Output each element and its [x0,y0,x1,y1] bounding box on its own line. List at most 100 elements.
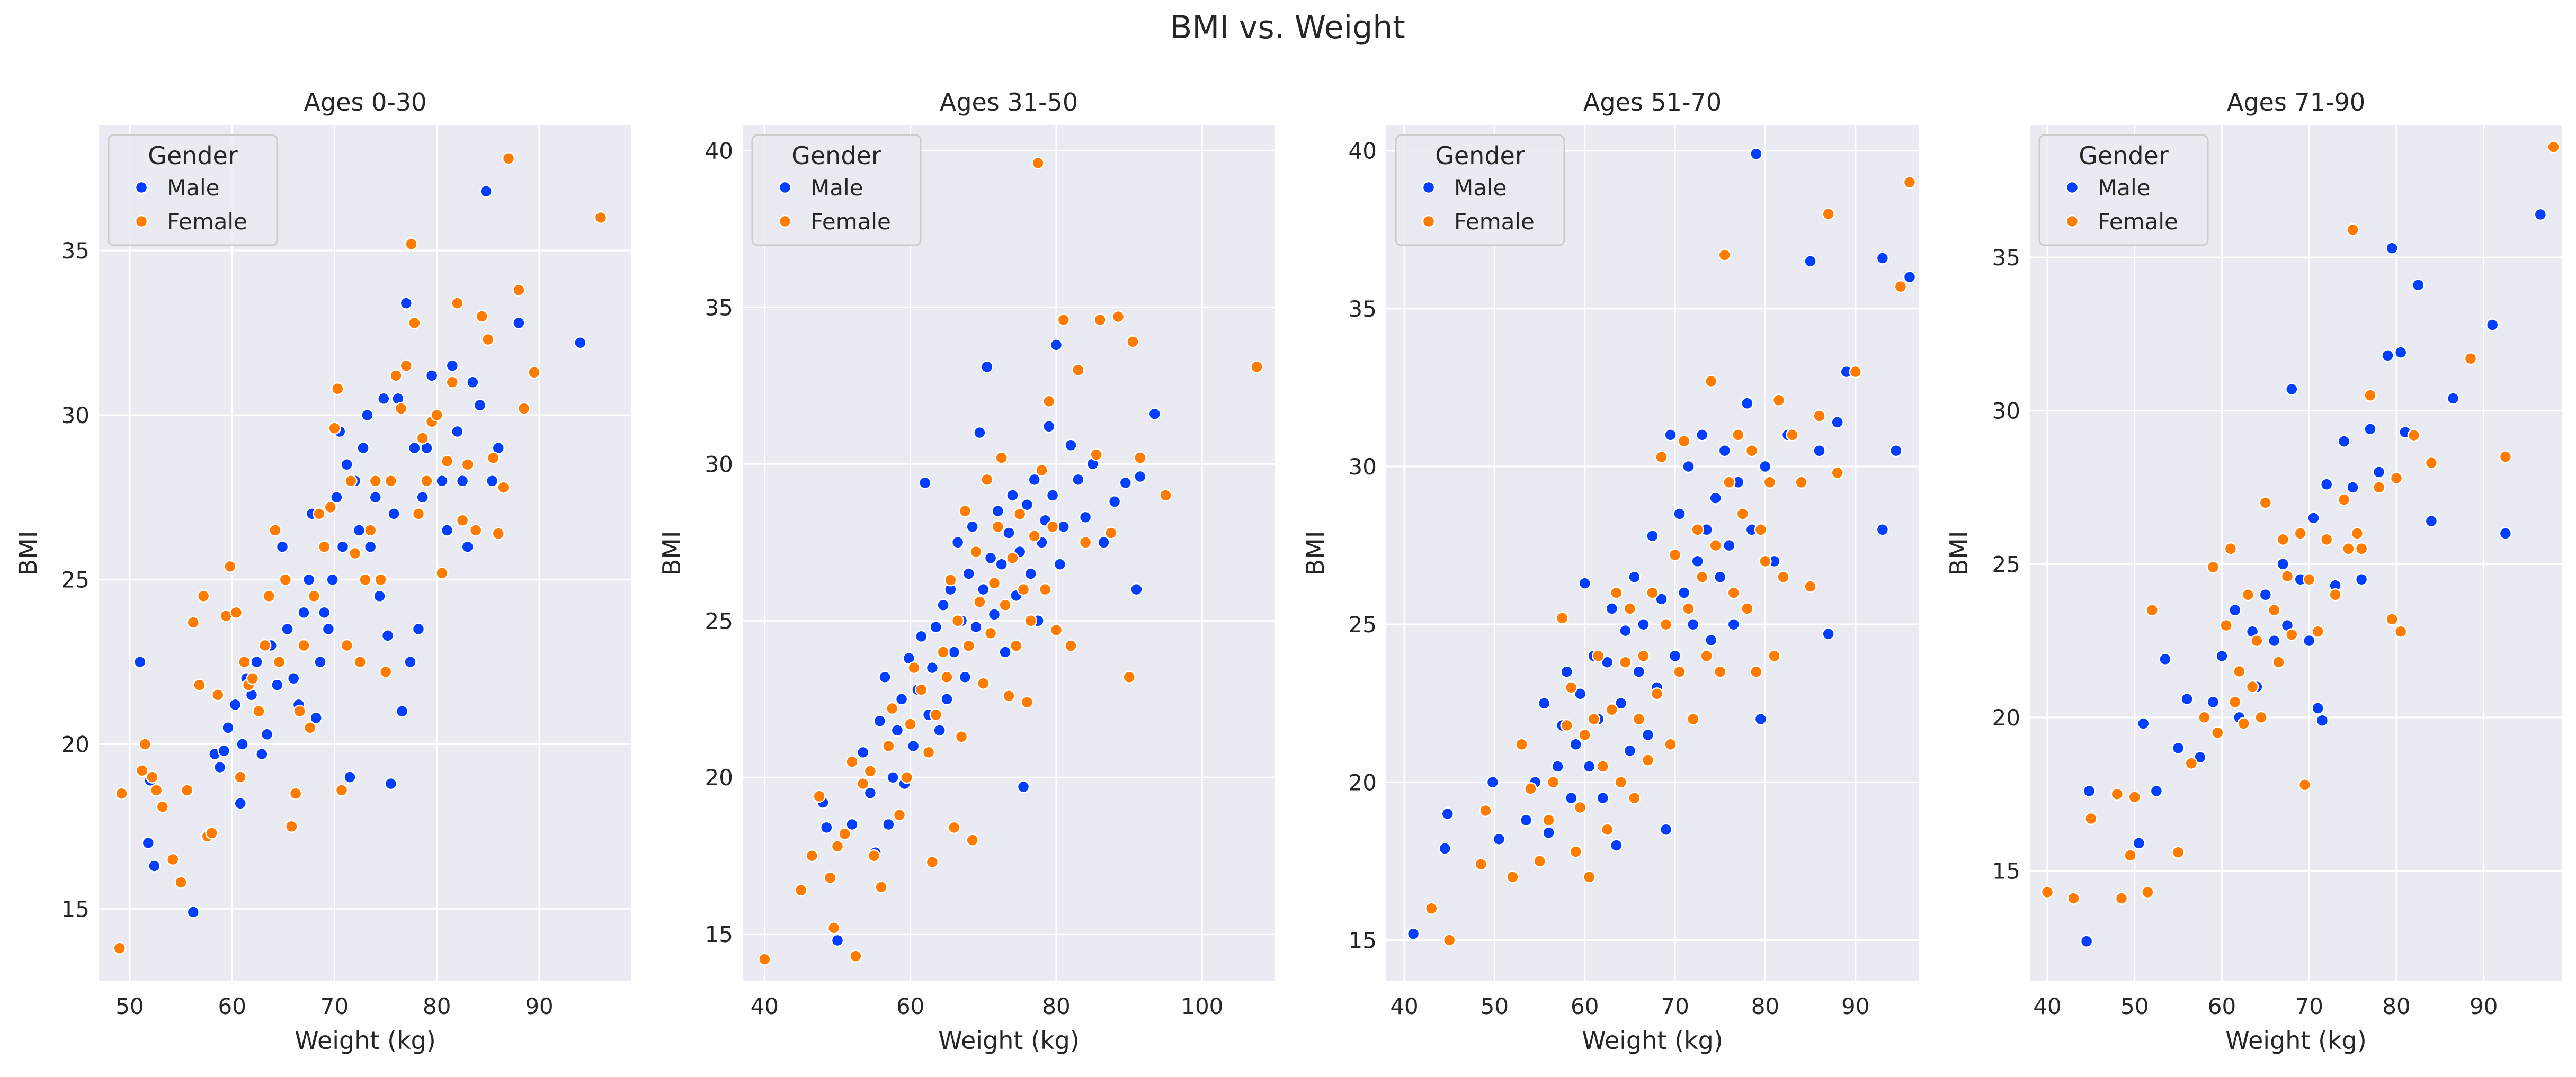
data-point [1795,475,1808,489]
y-tick-label: 40 [705,138,733,164]
data-point [940,693,953,706]
data-point [250,655,263,669]
data-point [1093,313,1107,327]
data-point [146,770,159,784]
data-point [2159,652,2172,666]
y-axis-label: BMI [1301,531,1330,576]
data-point [303,721,317,734]
data-point [2337,493,2351,506]
data-point [324,500,337,514]
data-point [2411,278,2425,292]
y-tick-label: 40 [1349,138,1377,164]
data-point [918,476,932,490]
data-point [1686,617,1700,631]
data-point [955,730,968,743]
x-tick-label: 50 [115,993,144,1019]
subplot-1: 50 60 70 80 90 15 20 25 30 35 Ages 0-30 Weight (kg)… [14,88,631,1055]
data-point [973,595,986,609]
data-point [1831,466,1844,480]
data-point [186,616,200,629]
data-point [831,840,844,853]
data-point [174,876,188,889]
data-point [255,747,269,761]
y-tick-label: 25 [1349,612,1377,638]
data-point [1002,689,1015,703]
x-tick-label: 80 [1751,993,1779,1019]
data-point [313,507,326,520]
data-point [2307,511,2320,525]
data-point [135,764,149,777]
data-point [473,399,487,412]
data-point [929,708,943,722]
data-point [395,705,409,718]
data-point [405,237,418,251]
y-tick-label: 20 [705,765,733,791]
data-point [2346,481,2359,494]
data-point [995,451,1008,464]
data-point [2141,885,2154,899]
x-tick-label: 50 [2120,993,2149,1019]
data-point [984,626,997,640]
data-point [1583,760,1596,773]
data-point [1831,416,1844,429]
data-point [399,297,413,310]
data-point [2385,241,2399,255]
data-point [1727,586,1741,599]
data-point [2425,514,2438,528]
x-axis-label: Weight (kg) [2225,1026,2367,1055]
data-point [987,576,1001,590]
data-point [2364,389,2377,402]
data-point [893,809,906,822]
x-tick-label: 70 [320,993,349,1019]
y-tick-label: 15 [1349,927,1377,953]
series-female [113,151,608,955]
data-point [1623,602,1637,615]
data-point [1078,510,1092,524]
x-tick-label: 90 [525,993,553,1019]
data-point [331,382,344,396]
subplot-3: 40 50 60 70 80 90 15 20 25 30 35 40 Ages 51-70 Weight… [1301,88,1919,1055]
data-point [1673,665,1686,678]
data-point [1438,842,1451,855]
data-point [863,765,877,778]
data-point [1569,738,1582,751]
data-point [1046,489,1059,502]
data-point [348,546,362,560]
data-point [1727,617,1741,631]
data-point [1723,475,1736,489]
plot-area [99,125,631,981]
legend-label-female: Female [167,209,247,235]
data-point [845,818,859,831]
subplot-4: 40 50 60 70 80 90 15 20 25 30 35 Ages 71-90 Weight (… [1945,88,2562,1055]
data-point [1492,832,1506,846]
data-point [873,714,887,728]
data-point [1894,280,1908,293]
data-point [1619,656,1632,669]
data-point [363,524,377,537]
data-point [1111,310,1125,324]
legend-box [1395,134,1565,246]
data-point [2110,787,2124,801]
data-point [2372,465,2386,479]
data-point [451,425,464,438]
data-point [1524,782,1537,795]
data-point [1515,738,1528,751]
legend: Gender Male Female [108,134,278,246]
data-point [1573,687,1587,701]
data-point [2298,778,2312,792]
data-point [1849,365,1862,379]
legend-title: Gender [791,141,881,170]
data-point [1134,451,1147,464]
data-point [2372,481,2386,494]
data-point [947,645,961,659]
data-point [1723,538,1736,552]
data-point [925,661,939,675]
data-point [2040,885,2054,899]
data-point [1655,593,1668,606]
legend: Gender Male Female [2038,134,2209,246]
data-point [2385,613,2399,626]
data-point [1424,902,1438,916]
legend-marker-female [135,214,148,228]
data-point [1592,649,1605,663]
data-point [1650,687,1664,701]
